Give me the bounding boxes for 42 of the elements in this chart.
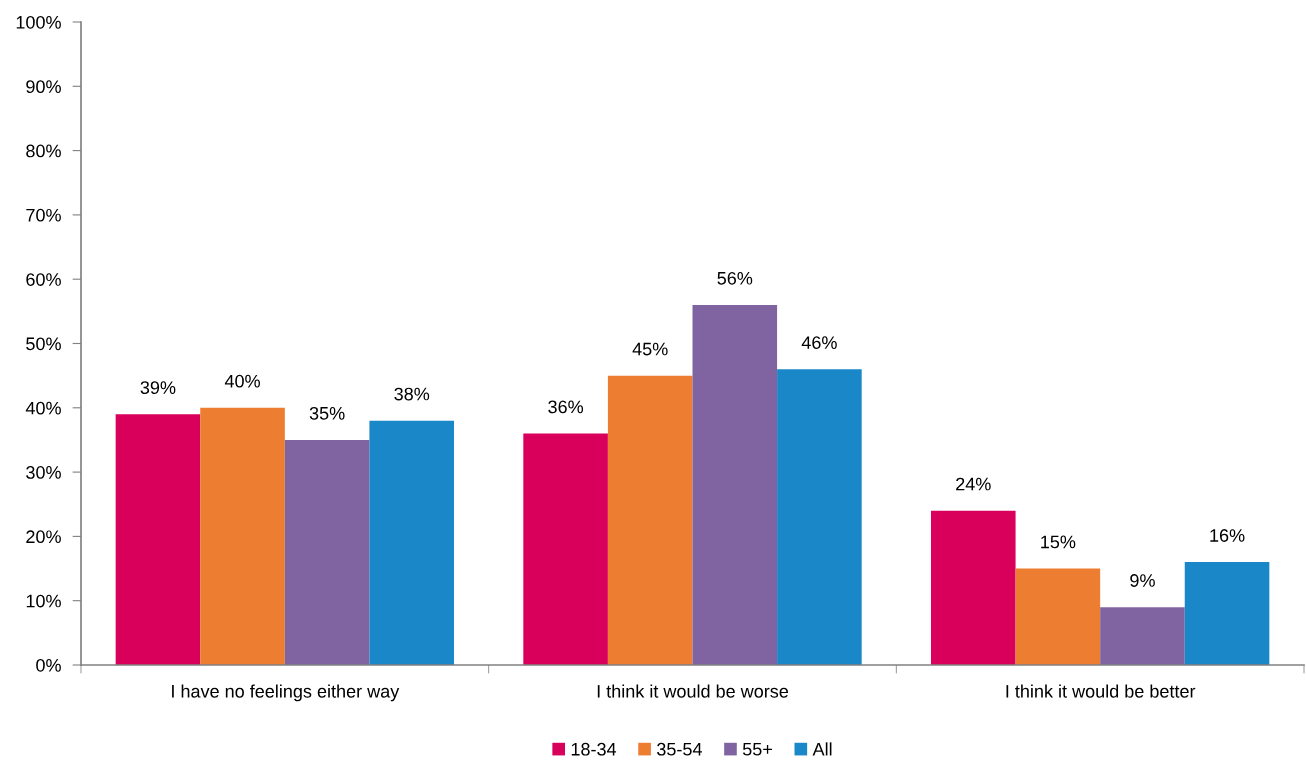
bar	[692, 304, 778, 665]
bar	[523, 433, 608, 665]
legend-label: 55+	[742, 743, 772, 756]
data-label: 45%	[632, 342, 668, 356]
y-tick-label: 70%	[26, 208, 61, 222]
data-label: 38%	[394, 387, 430, 401]
bar	[284, 439, 370, 665]
data-label: 15%	[1041, 535, 1076, 549]
y-tick-label: 90%	[26, 80, 61, 94]
data-label: 46%	[801, 336, 837, 349]
x-tick-label: I have no feelings either way	[172, 684, 400, 702]
legend-label: 18-34	[571, 742, 617, 756]
data-label: 35%	[309, 406, 345, 420]
x-tick-label: I think it would be better	[1006, 684, 1196, 698]
y-tick-label: 10%	[26, 594, 61, 608]
bar	[930, 510, 1016, 665]
y-tick-label: 30%	[26, 466, 61, 479]
legend-label: 35-54	[657, 742, 702, 756]
data-label: 24%	[956, 477, 991, 491]
data-label: 9%	[1130, 574, 1155, 587]
data-label: 56%	[717, 271, 753, 285]
bar	[607, 375, 693, 665]
data-label: 40%	[224, 374, 260, 388]
bar	[1184, 562, 1270, 665]
data-label: 16%	[1210, 529, 1245, 542]
bar	[1100, 607, 1185, 665]
y-tick-label: 100%	[16, 15, 61, 29]
bar	[1015, 568, 1101, 665]
y-tick-label: 20%	[26, 530, 61, 544]
bar	[115, 414, 201, 665]
y-tick-label: 50%	[26, 337, 61, 351]
data-label: 36%	[548, 400, 584, 414]
bar	[200, 407, 285, 665]
y-tick-label: 80%	[26, 144, 61, 158]
y-tick-label: 40%	[25, 401, 61, 415]
bar	[369, 420, 455, 665]
data-label: 39%	[140, 381, 176, 394]
bar	[777, 369, 862, 665]
y-tick-label: 60%	[26, 273, 61, 286]
y-tick-label: 0%	[36, 658, 61, 672]
x-tick-label: I think it would be worse	[597, 684, 789, 698]
legend-label: All	[812, 742, 832, 756]
